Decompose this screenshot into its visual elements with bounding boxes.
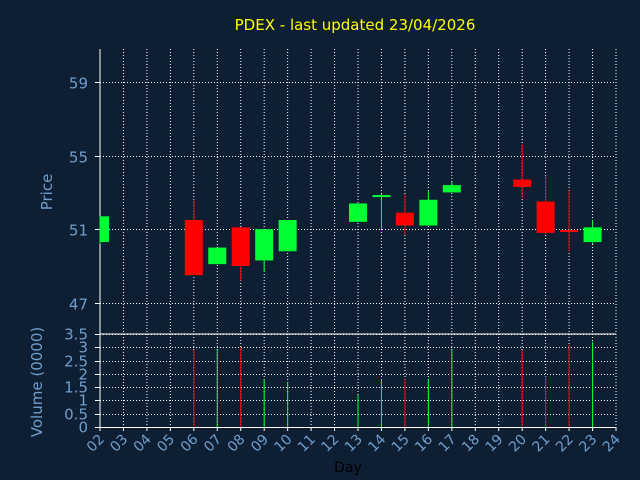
x-tick-label: 19	[483, 432, 507, 456]
price-panel: 47 51 55 59 Price	[38, 49, 617, 334]
volume-panel: 00.511.522.533.5 Volume (0000)	[28, 326, 617, 437]
x-tick-label: 22	[553, 432, 577, 456]
x-tick-label: 12	[318, 432, 342, 456]
volume-tick-label: 2.5	[64, 353, 88, 371]
x-tick-label: 10	[272, 432, 296, 456]
volume-bars	[193, 341, 594, 427]
x-tick-label: 09	[248, 432, 272, 456]
candles	[99, 144, 602, 281]
x-tick-label: 03	[107, 432, 131, 456]
candle-body	[255, 229, 274, 261]
x-tick-label: 14	[365, 431, 389, 455]
x-ticks: 02 03 04 05 06 07 08 09 10 11 12 13 14 15 16 17 18 19 20 21…	[84, 427, 624, 455]
candle-body	[395, 212, 414, 226]
candle-body	[372, 195, 391, 198]
candle-body	[513, 179, 532, 187]
volume-tick-label: 3	[78, 339, 88, 357]
x-axis-label: Day	[334, 460, 362, 476]
candle-body	[100, 216, 109, 243]
price-grid	[99, 49, 617, 334]
candle-body	[583, 227, 602, 243]
x-tick-label: 13	[342, 432, 366, 456]
x-tick-label: 21	[530, 432, 554, 456]
x-tick-label: 07	[201, 432, 225, 456]
candle-body	[184, 220, 203, 276]
x-tick-label: 11	[295, 432, 319, 456]
candle-body	[278, 220, 297, 252]
volume-y-ticks: 00.511.522.533.5	[64, 326, 100, 437]
price-axis-label: Price	[38, 174, 56, 211]
volume-tick-label: 3.5	[64, 326, 88, 344]
x-tick-label: 23	[576, 432, 600, 456]
candle-body	[419, 199, 438, 226]
volume-tick-label: 1	[78, 392, 88, 410]
volume-tick-label: 0	[78, 419, 88, 437]
x-tick-label: 24	[600, 431, 624, 455]
candle-body	[208, 247, 227, 265]
x-tick-label: 06	[178, 431, 202, 455]
x-tick-label: 18	[459, 432, 483, 456]
price-tick-label: 55	[69, 149, 88, 167]
x-tick-label: 04	[131, 431, 155, 455]
chart-title: PDEX - last updated 23/04/2026	[235, 16, 476, 34]
candle-body	[536, 201, 555, 233]
price-y-ticks: 47 51 55 59	[69, 75, 100, 314]
x-tick-label: 08	[225, 432, 249, 456]
price-tick-label: 59	[69, 75, 88, 93]
candle-body	[442, 185, 461, 193]
x-tick-label: 16	[412, 431, 436, 455]
volume-tick-label: 0.5	[64, 406, 88, 424]
x-tick-label: 20	[506, 432, 530, 456]
candle-body	[231, 227, 250, 266]
x-tick-label: 05	[154, 432, 178, 456]
volume-tick-label: 2	[78, 366, 88, 384]
price-tick-label: 47	[69, 296, 88, 314]
volume-axis-label: Volume (0000)	[28, 327, 46, 437]
x-tick-label: 15	[389, 432, 413, 456]
candle-body	[349, 203, 367, 222]
price-tick-label: 51	[69, 222, 88, 240]
volume-tick-label: 1.5	[64, 379, 88, 397]
candle-body	[560, 230, 579, 233]
x-tick-label: 17	[436, 432, 460, 456]
